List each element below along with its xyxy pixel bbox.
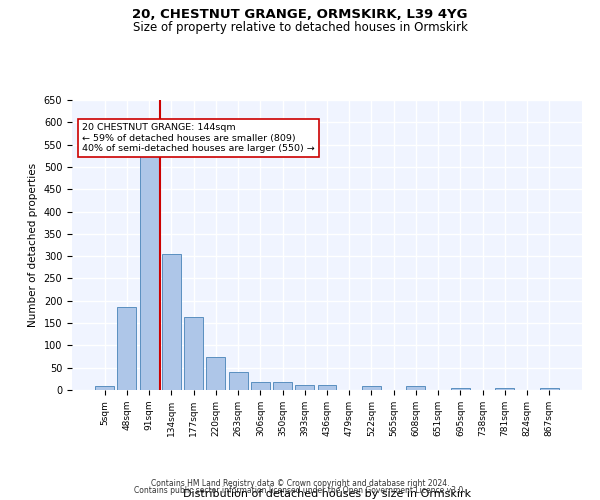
Bar bbox=[251, 382, 270, 390]
Bar bbox=[496, 388, 514, 390]
Bar bbox=[362, 386, 381, 390]
Bar bbox=[95, 386, 114, 390]
Bar bbox=[540, 388, 559, 390]
Text: Size of property relative to detached houses in Ormskirk: Size of property relative to detached ho… bbox=[133, 21, 467, 34]
Text: Contains public sector information licensed under the Open Government Licence v3: Contains public sector information licen… bbox=[134, 486, 466, 495]
Bar bbox=[229, 372, 248, 390]
Text: 20 CHESTNUT GRANGE: 144sqm
← 59% of detached houses are smaller (809)
40% of sem: 20 CHESTNUT GRANGE: 144sqm ← 59% of deta… bbox=[82, 123, 315, 153]
Bar bbox=[206, 357, 225, 390]
Bar bbox=[317, 385, 337, 390]
X-axis label: Distribution of detached houses by size in Ormskirk: Distribution of detached houses by size … bbox=[183, 489, 471, 499]
Bar bbox=[406, 386, 425, 390]
Text: Contains HM Land Registry data © Crown copyright and database right 2024.: Contains HM Land Registry data © Crown c… bbox=[151, 478, 449, 488]
Bar bbox=[162, 254, 181, 390]
Y-axis label: Number of detached properties: Number of detached properties bbox=[28, 163, 38, 327]
Bar bbox=[451, 388, 470, 390]
Bar bbox=[273, 382, 292, 390]
Bar bbox=[140, 152, 158, 390]
Bar bbox=[184, 318, 203, 390]
Bar bbox=[295, 384, 314, 390]
Text: 20, CHESTNUT GRANGE, ORMSKIRK, L39 4YG: 20, CHESTNUT GRANGE, ORMSKIRK, L39 4YG bbox=[132, 8, 468, 20]
Bar bbox=[118, 308, 136, 390]
